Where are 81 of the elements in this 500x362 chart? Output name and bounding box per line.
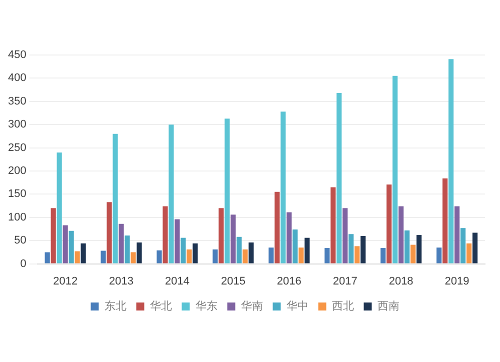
bar <box>454 206 460 264</box>
bar <box>472 232 478 264</box>
bar <box>442 178 448 264</box>
bar <box>398 206 404 264</box>
bar <box>224 118 230 264</box>
x-tick-label: 2013 <box>109 275 134 288</box>
x-tick-label: 2017 <box>332 275 358 288</box>
bar <box>436 248 442 264</box>
bar <box>218 208 224 264</box>
bar <box>112 134 118 264</box>
y-tick-label: 300 <box>8 118 26 131</box>
bar <box>348 234 354 264</box>
bar <box>74 251 80 264</box>
bar <box>342 208 348 264</box>
y-tick-label: 50 <box>14 234 26 247</box>
bar <box>448 59 454 264</box>
bar <box>124 235 130 264</box>
bar <box>386 184 392 264</box>
bar <box>336 93 342 264</box>
legend-label: 东北 <box>104 299 126 312</box>
y-tick-label: 200 <box>8 165 26 178</box>
bar <box>118 224 124 264</box>
x-tick-label: 2019 <box>444 275 470 288</box>
legend-label: 华东 <box>195 299 218 312</box>
y-tick-label: 100 <box>8 211 26 224</box>
bar <box>286 212 292 264</box>
x-tick-label: 2018 <box>388 275 414 288</box>
x-tick-label: 2012 <box>53 275 78 288</box>
bar <box>212 249 218 264</box>
bar <box>392 76 398 264</box>
bar <box>192 243 198 264</box>
bar <box>162 206 168 264</box>
x-tick-label: 2015 <box>220 275 246 288</box>
bar <box>62 225 68 264</box>
bar <box>130 252 136 264</box>
legend-label: 华北 <box>150 299 172 312</box>
y-tick-label: 0 <box>20 258 26 270</box>
y-tick-label: 400 <box>8 72 26 84</box>
bar <box>404 230 410 264</box>
bar <box>248 242 254 264</box>
legend-label: 华中 <box>286 299 308 312</box>
x-tick-label: 2016 <box>276 275 302 288</box>
bar <box>280 112 286 264</box>
bar <box>242 249 248 264</box>
bar <box>180 238 186 264</box>
y-tick-label: 450 <box>8 49 26 62</box>
bar <box>68 230 74 264</box>
bar <box>168 124 174 264</box>
legend-label: 华南 <box>240 299 263 312</box>
bar <box>44 252 50 264</box>
y-tick-label: 250 <box>8 142 26 154</box>
bar <box>274 192 280 264</box>
bar <box>330 187 336 264</box>
bar <box>268 248 274 264</box>
legend-label: 西南 <box>377 299 400 312</box>
bar <box>324 248 330 264</box>
bar <box>106 202 112 264</box>
y-tick-label: 350 <box>8 95 26 108</box>
bar <box>136 242 142 264</box>
bar <box>298 248 304 264</box>
bar <box>466 243 472 264</box>
bar <box>304 238 310 264</box>
y-tick-label: 150 <box>8 188 26 200</box>
legend-label: 西北 <box>332 299 354 312</box>
bar <box>360 236 366 264</box>
bar <box>80 243 86 264</box>
bar <box>410 244 416 264</box>
bar <box>236 236 242 264</box>
x-tick-label: 2014 <box>165 275 190 288</box>
bar <box>174 219 180 264</box>
bar <box>230 214 236 264</box>
bar <box>50 208 56 264</box>
bar <box>354 246 360 264</box>
bar <box>186 249 192 264</box>
bar <box>380 248 386 264</box>
bar <box>460 228 466 264</box>
bar <box>292 229 298 264</box>
bar <box>100 250 106 264</box>
bar <box>416 235 422 264</box>
bar <box>156 250 162 264</box>
bar <box>56 152 62 264</box>
